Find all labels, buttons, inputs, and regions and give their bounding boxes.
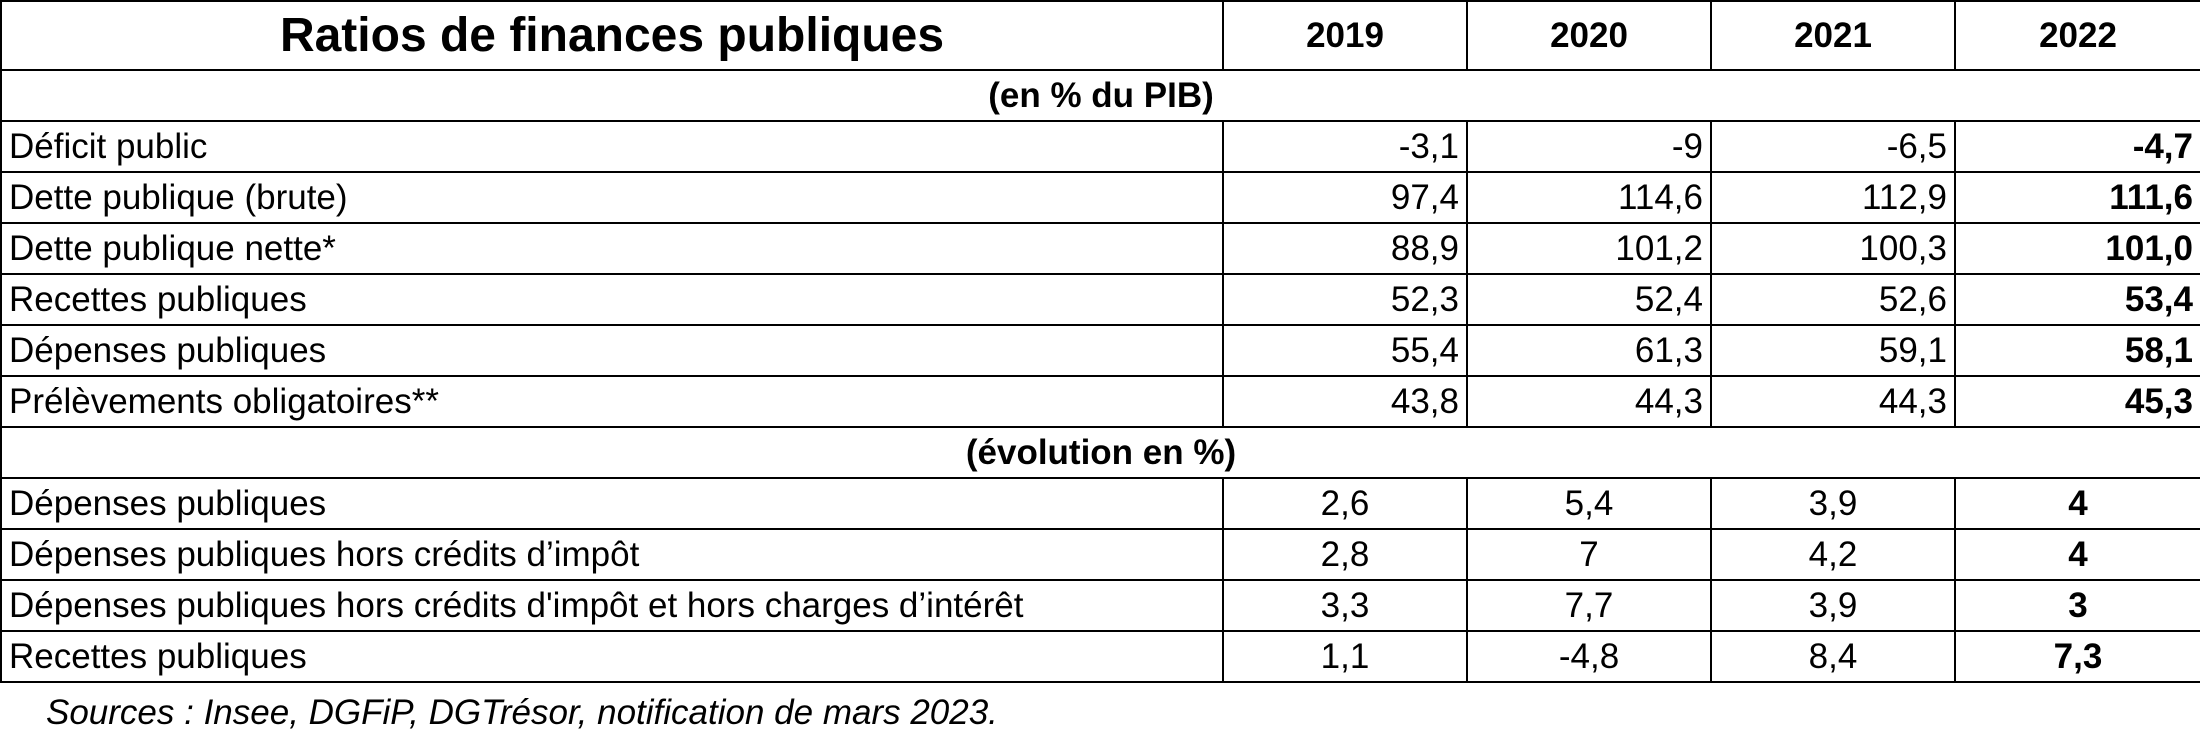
table-row: Dette publique nette* 88,9 101,2 100,3 101,0 [0, 222, 2200, 275]
section-heading-gdp-share: (en % du PIB) [0, 69, 2200, 122]
row-label: Dépenses publiques hors crédits d’impôt [0, 528, 1224, 581]
value-cell-2019: 1,1 [1222, 630, 1468, 683]
value-cell-2021: 8,4 [1710, 630, 1956, 683]
value-cell-2020: 61,3 [1466, 324, 1712, 377]
row-label: Prélèvements obligatoires** [0, 375, 1224, 428]
value-cell-2020: 101,2 [1466, 222, 1712, 275]
section-heading-row-gdp-share: (en % du PIB) [0, 69, 2200, 122]
row-label: Dépenses publiques [0, 324, 1224, 377]
section-gdp-share-body: Déficit public -3,1 -9 -6,5 -4,7 Dette publiq… [0, 120, 2200, 428]
row-label: Recettes publiques [0, 630, 1224, 683]
value-cell-2020: 114,6 [1466, 171, 1712, 224]
value-cell-2019: 2,8 [1222, 528, 1468, 581]
value-cell-2022: 3 [1954, 579, 2200, 632]
value-cell-2019: 2,6 [1222, 477, 1468, 530]
table-row: Déficit public -3,1 -9 -6,5 -4,7 [0, 120, 2200, 173]
row-label: Recettes publiques [0, 273, 1224, 326]
value-cell-2022: 58,1 [1954, 324, 2200, 377]
value-cell-2022: 101,0 [1954, 222, 2200, 275]
value-cell-2022: 45,3 [1954, 375, 2200, 428]
public-finance-ratios-table: Ratios de finances publiques 2019 2020 2… [0, 0, 2200, 683]
value-cell-2021: 100,3 [1710, 222, 1956, 275]
table-row: Recettes publiques 52,3 52,4 52,6 53,4 [0, 273, 2200, 326]
value-cell-2021: 112,9 [1710, 171, 1956, 224]
value-cell-2019: 55,4 [1222, 324, 1468, 377]
value-cell-2021: 52,6 [1710, 273, 1956, 326]
value-cell-2020: -9 [1466, 120, 1712, 173]
row-label: Dépenses publiques [0, 477, 1224, 530]
value-cell-2022: -4,7 [1954, 120, 2200, 173]
value-cell-2021: 44,3 [1710, 375, 1956, 428]
value-cell-2021: 3,9 [1710, 477, 1956, 530]
value-cell-2019: -3,1 [1222, 120, 1468, 173]
table-row: Dépenses publiques 2,6 5,4 3,9 4 [0, 477, 2200, 530]
value-cell-2019: 43,8 [1222, 375, 1468, 428]
value-cell-2022: 4 [1954, 528, 2200, 581]
value-cell-2019: 3,3 [1222, 579, 1468, 632]
section-heading-growth: (évolution en %) [0, 426, 2200, 479]
row-label: Déficit public [0, 120, 1224, 173]
table-row: Dépenses publiques hors crédits d’impôt 2… [0, 528, 2200, 581]
table-row: Dette publique (brute) 97,4 114,6 112,9 111,… [0, 171, 2200, 224]
value-cell-2019: 97,4 [1222, 171, 1468, 224]
sources-note: Sources : Insee, DGFiP, DGTrésor, notifi… [46, 693, 998, 732]
value-cell-2020: 44,3 [1466, 375, 1712, 428]
table-title: Ratios de finances publiques [0, 0, 1224, 71]
value-cell-2022: 7,3 [1954, 630, 2200, 683]
section-growth-body: Dépenses publiques 2,6 5,4 3,9 4 Dépenses pub… [0, 477, 2200, 683]
year-header-2020: 2020 [1466, 0, 1712, 71]
row-label: Dette publique (brute) [0, 171, 1224, 224]
table-row: Prélèvements obligatoires** 43,8 44,3 44,3 4… [0, 375, 2200, 428]
table-row: Dépenses publiques hors crédits d'impôt … [0, 579, 2200, 632]
value-cell-2022: 4 [1954, 477, 2200, 530]
year-header-2022: 2022 [1954, 0, 2200, 71]
table-header-row: Ratios de finances publiques 2019 2020 2… [0, 0, 2200, 71]
value-cell-2022: 111,6 [1954, 171, 2200, 224]
value-cell-2020: -4,8 [1466, 630, 1712, 683]
table-row: Recettes publiques 1,1 -4,8 8,4 7,3 [0, 630, 2200, 683]
value-cell-2019: 52,3 [1222, 273, 1468, 326]
row-label: Dette publique nette* [0, 222, 1224, 275]
value-cell-2020: 5,4 [1466, 477, 1712, 530]
year-header-2019: 2019 [1222, 0, 1468, 71]
value-cell-2021: 59,1 [1710, 324, 1956, 377]
section-heading-row-growth: (évolution en %) [0, 426, 2200, 479]
value-cell-2020: 7,7 [1466, 579, 1712, 632]
row-label: Dépenses publiques hors crédits d'impôt … [0, 579, 1224, 632]
year-header-2021: 2021 [1710, 0, 1956, 71]
value-cell-2021: 3,9 [1710, 579, 1956, 632]
value-cell-2021: 4,2 [1710, 528, 1956, 581]
value-cell-2019: 88,9 [1222, 222, 1468, 275]
value-cell-2020: 52,4 [1466, 273, 1712, 326]
value-cell-2021: -6,5 [1710, 120, 1956, 173]
value-cell-2020: 7 [1466, 528, 1712, 581]
table-row: Dépenses publiques 55,4 61,3 59,1 58,1 [0, 324, 2200, 377]
value-cell-2022: 53,4 [1954, 273, 2200, 326]
